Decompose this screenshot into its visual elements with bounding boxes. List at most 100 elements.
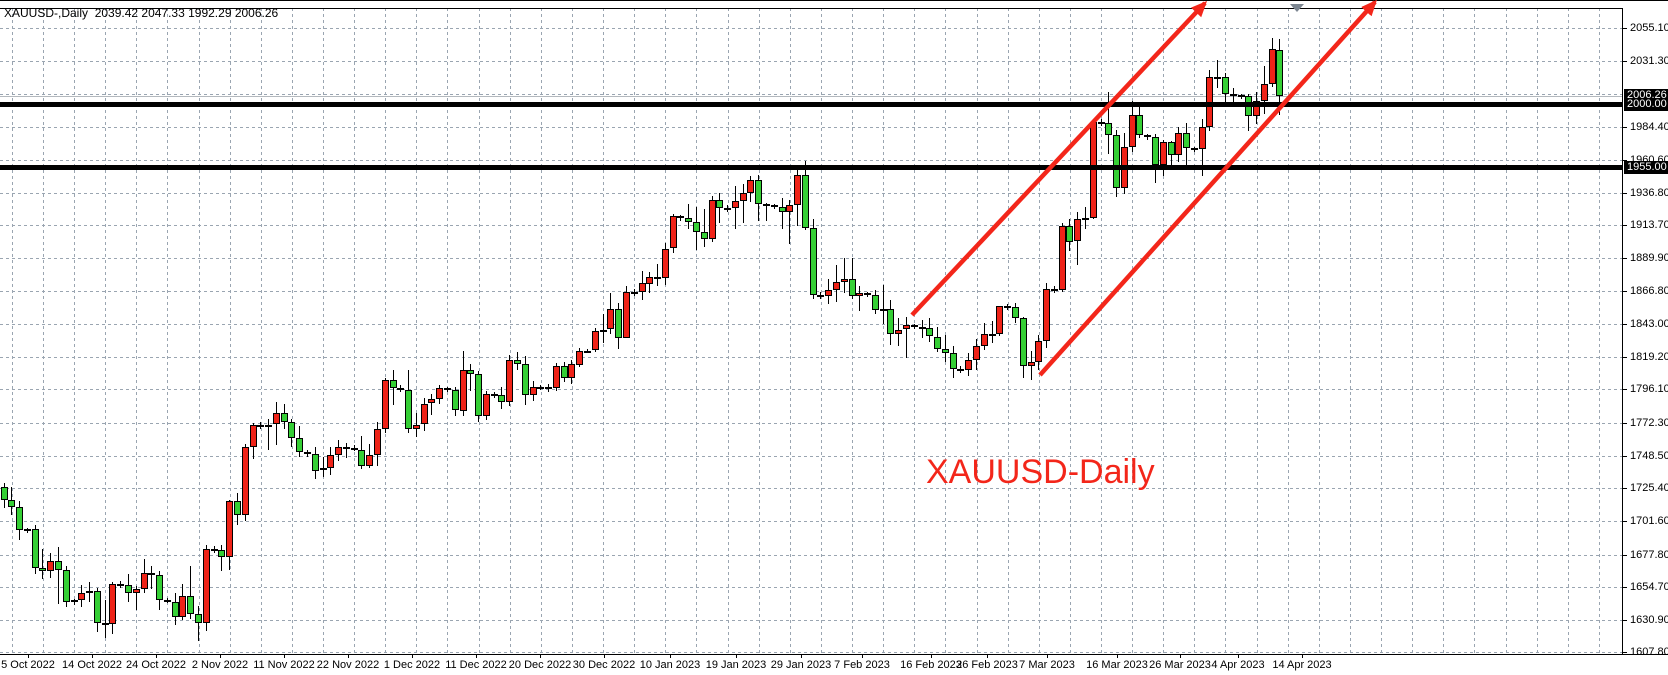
candle-wick (921, 319, 923, 338)
candle-wick (859, 286, 861, 312)
date-tick (931, 654, 932, 658)
candle (55, 561, 62, 570)
candle (16, 506, 24, 531)
candle (1136, 114, 1144, 136)
vertical-gridline (571, 8, 573, 654)
vertical-gridline (509, 8, 511, 654)
candle (490, 393, 498, 396)
candle (47, 561, 55, 572)
candle (895, 329, 903, 334)
vertical-gridline (1598, 8, 1600, 654)
window-top-border (0, 0, 1668, 1)
candle (708, 199, 716, 239)
price-tick (1622, 27, 1627, 29)
candle (809, 227, 817, 295)
candle (218, 550, 226, 558)
candle (241, 446, 249, 516)
date-tick-label: 1 Dec 2022 (383, 659, 441, 671)
vertical-gridline (11, 8, 13, 654)
date-axis[interactable]: 5 Oct 2022 14 Oct 2022 24 Oct 2022 2 Nov 20… (0, 654, 1668, 675)
candle (1276, 49, 1284, 96)
vertical-gridline (478, 8, 480, 654)
date-tick (156, 654, 157, 658)
level-line (0, 102, 1622, 108)
horizontal-gridline (0, 620, 1622, 622)
vertical-gridline (1412, 8, 1414, 654)
candle (39, 568, 47, 572)
candle (342, 446, 350, 449)
candle (467, 370, 475, 375)
candle (148, 572, 156, 576)
date-tick (987, 654, 988, 658)
candle (739, 192, 747, 202)
vertical-gridline (914, 8, 916, 654)
candle (1066, 226, 1074, 242)
candle (607, 308, 615, 330)
candle (965, 360, 973, 370)
candle (1019, 318, 1027, 366)
candle (833, 282, 840, 291)
candle (996, 305, 1004, 334)
date-tick-label: 14 Oct 2022 (62, 659, 122, 671)
price-tick (1622, 652, 1627, 654)
candle (591, 330, 599, 351)
price-tick-label: 1654.70 (1630, 580, 1668, 593)
date-tick (540, 654, 541, 658)
price-axis[interactable]: 2055.102031.301984.401960.601936.801913.… (1622, 0, 1668, 675)
vertical-gridline (105, 8, 107, 654)
candle (1035, 340, 1043, 362)
horizontal-gridline (0, 323, 1622, 325)
candle (755, 180, 763, 204)
candle (428, 399, 436, 404)
price-tick-label: 1819.20 (1630, 351, 1668, 364)
candle-wick (58, 547, 59, 605)
price-tick-label: 1607.80 (1630, 646, 1668, 659)
candle (1043, 289, 1050, 341)
candle-wick (906, 317, 907, 358)
ohlc-title: XAUUSD-,Daily 2039.42 2047.33 1992.29 20… (4, 6, 278, 20)
date-tick (670, 654, 671, 658)
candle-wick (151, 565, 153, 590)
annotation-label: XAUUSD-Daily (926, 453, 1155, 491)
candle (661, 248, 669, 278)
horizontal-gridline (0, 61, 1622, 62)
horizontal-gridline (0, 94, 1622, 96)
candle (778, 206, 786, 213)
vertical-gridline (416, 8, 418, 654)
vertical-gridline (42, 8, 44, 654)
candle-wick (843, 258, 845, 294)
candle (1229, 93, 1237, 96)
date-tick-label: 11 Nov 2022 (253, 659, 315, 671)
candle (576, 350, 584, 365)
vertical-gridline (789, 8, 791, 654)
price-tick-label: 2055.10 (1630, 21, 1668, 34)
candle (926, 328, 934, 337)
date-tick-label: 7 Feb 2023 (834, 659, 890, 671)
vertical-gridline (1474, 8, 1476, 654)
horizontal-gridline (0, 521, 1622, 523)
chart-canvas[interactable] (0, 0, 1622, 654)
price-tick (1622, 61, 1627, 62)
candle (1183, 132, 1191, 148)
candle (848, 279, 856, 297)
candle-wick (221, 544, 223, 571)
candle (1097, 121, 1105, 124)
horizontal-gridline (0, 126, 1622, 128)
price-tick (1622, 455, 1627, 457)
level-line (0, 165, 1622, 171)
symbol-period-label: XAUUSD-,Daily (4, 6, 89, 20)
candle-wick (135, 586, 137, 611)
date-tick-label: 24 Oct 2022 (126, 659, 186, 671)
candle (1214, 76, 1222, 79)
vertical-gridline (1381, 8, 1383, 654)
horizontal-gridline (0, 193, 1622, 194)
candle (405, 389, 413, 429)
candle (529, 386, 537, 396)
horizontal-gridline (0, 488, 1622, 490)
candle (521, 364, 529, 396)
date-tick-label: 10 Jan 2023 (639, 659, 701, 671)
candle-wick (742, 184, 744, 224)
candle (1113, 135, 1120, 189)
date-tick (28, 654, 29, 658)
vertical-gridline (291, 8, 293, 654)
